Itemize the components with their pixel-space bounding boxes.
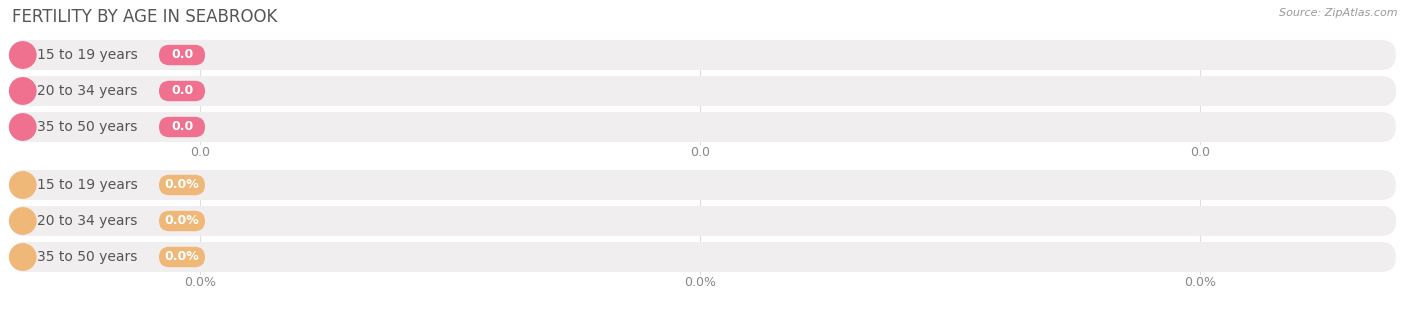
Circle shape xyxy=(10,114,37,140)
FancyBboxPatch shape xyxy=(159,117,205,137)
Text: 15 to 19 years: 15 to 19 years xyxy=(37,178,138,192)
Text: 15 to 19 years: 15 to 19 years xyxy=(37,48,138,62)
Circle shape xyxy=(10,172,37,198)
FancyBboxPatch shape xyxy=(159,45,205,65)
Text: 0.0: 0.0 xyxy=(172,120,193,134)
FancyBboxPatch shape xyxy=(159,175,205,195)
Text: 0.0%: 0.0% xyxy=(184,276,217,289)
FancyBboxPatch shape xyxy=(159,211,205,231)
Text: 0.0: 0.0 xyxy=(172,49,193,61)
Circle shape xyxy=(10,244,37,270)
Circle shape xyxy=(10,78,37,104)
Text: 0.0: 0.0 xyxy=(190,146,209,159)
Text: 35 to 50 years: 35 to 50 years xyxy=(37,250,138,264)
Text: Source: ZipAtlas.com: Source: ZipAtlas.com xyxy=(1279,8,1398,18)
FancyBboxPatch shape xyxy=(159,81,205,101)
FancyBboxPatch shape xyxy=(10,242,1396,272)
Text: 0.0: 0.0 xyxy=(172,84,193,97)
Text: 20 to 34 years: 20 to 34 years xyxy=(37,214,138,228)
Circle shape xyxy=(10,42,37,68)
Text: 35 to 50 years: 35 to 50 years xyxy=(37,120,138,134)
Circle shape xyxy=(10,208,37,234)
Text: 0.0%: 0.0% xyxy=(1184,276,1216,289)
FancyBboxPatch shape xyxy=(10,40,1396,70)
FancyBboxPatch shape xyxy=(10,206,1396,236)
Text: FERTILITY BY AGE IN SEABROOK: FERTILITY BY AGE IN SEABROOK xyxy=(13,8,277,26)
FancyBboxPatch shape xyxy=(159,247,205,267)
Text: 0.0: 0.0 xyxy=(690,146,710,159)
Text: 0.0: 0.0 xyxy=(1189,146,1211,159)
Text: 0.0%: 0.0% xyxy=(165,179,200,191)
Text: 0.0%: 0.0% xyxy=(165,250,200,263)
FancyBboxPatch shape xyxy=(10,170,1396,200)
Text: 20 to 34 years: 20 to 34 years xyxy=(37,84,138,98)
Text: 0.0%: 0.0% xyxy=(683,276,716,289)
Text: 0.0%: 0.0% xyxy=(165,214,200,227)
FancyBboxPatch shape xyxy=(10,76,1396,106)
FancyBboxPatch shape xyxy=(10,112,1396,142)
